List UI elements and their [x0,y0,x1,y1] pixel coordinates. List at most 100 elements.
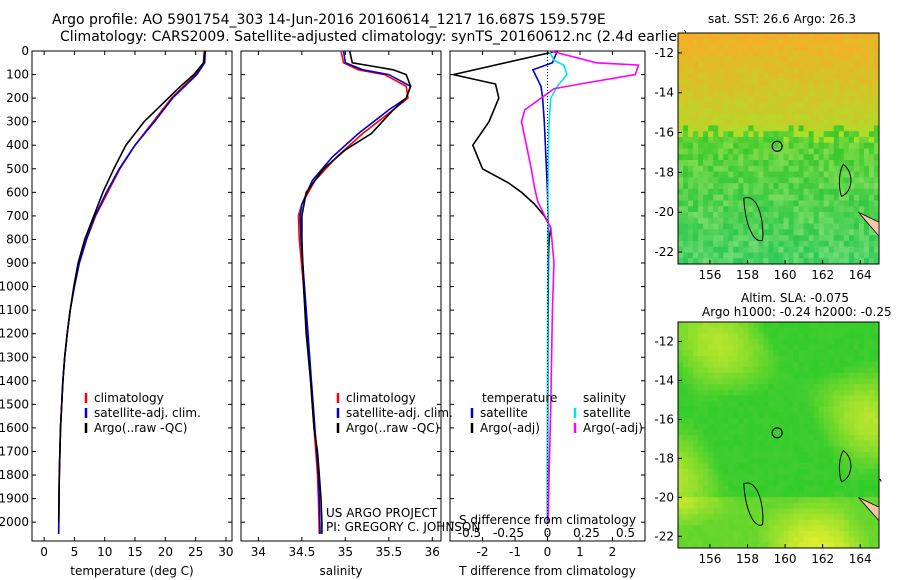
map-cell [768,519,774,526]
map-cell [748,38,754,46]
map-cell [833,531,840,538]
map-cell [843,536,850,543]
map-cell [828,514,835,521]
map-cell [843,67,850,74]
map-cell [708,474,714,481]
map-cell [773,418,780,425]
map-cell [828,463,835,470]
map-cell [763,125,769,132]
map-cell [738,378,744,385]
map-cell [848,90,855,98]
map-cell [788,119,795,126]
map-cell [768,542,774,549]
map-cell [763,372,769,379]
map-cell [783,333,790,340]
map-cell [758,463,764,470]
map-cell [833,50,840,57]
map-cell [843,235,850,242]
map-cell [783,519,790,526]
map-cell [858,61,865,69]
map-cell [683,84,689,92]
map-cell [818,217,825,225]
map-cell [698,50,704,57]
map-cell [783,165,790,173]
map-cell [733,206,739,213]
map-cell [743,525,749,532]
map-cell [703,61,709,69]
map-cell [768,457,774,464]
map-cell [738,235,744,242]
map-cell [768,525,774,532]
map-cell [738,44,744,51]
map-cell [768,223,774,230]
map-cell [773,188,780,196]
map-cell [808,542,815,549]
map-cell [718,160,724,167]
map-cell [713,188,719,196]
map-cell [683,33,689,40]
map-cell [758,183,764,190]
map-cell [868,338,875,346]
sla-map-subtitle: Argo h1000: -0.24 h2000: -0.25 [702,305,892,319]
map-cell [768,206,774,213]
map-cell [743,536,749,543]
map-cell [793,50,800,57]
map-cell [758,406,764,413]
map-cell [828,519,835,526]
map-cell [788,525,795,532]
map-cell [738,38,744,46]
map-cell [808,73,815,80]
map-cell [783,188,790,196]
map-cell [698,446,704,453]
map-cell [778,406,785,413]
map-cell [743,542,749,549]
map-cell [783,372,790,379]
map-cell [823,418,830,425]
map-cell [713,217,719,225]
map-cell [753,73,759,80]
map-cell [713,322,719,329]
map-cell [853,73,860,80]
map-cell [848,372,855,379]
map-cell [748,463,754,470]
map-cell [773,160,780,167]
map-cell [808,119,815,126]
map-cell [823,451,830,459]
map-cell [798,468,805,476]
map-cell [813,350,820,357]
map-cell [783,142,790,150]
map-cell [753,177,759,184]
map-cell [813,160,820,167]
map-cell [793,480,800,487]
map-cell [683,395,689,402]
map-cell [818,183,825,190]
map-cell [698,125,704,132]
map-cell [713,73,719,80]
map-cell [753,183,759,190]
map-cell [848,125,855,132]
map-cell [728,468,734,476]
map-cell [703,542,709,549]
map-cell [808,401,815,408]
map-cell [743,401,749,408]
map-cell [713,252,719,259]
map-cell [748,113,754,121]
map-cell [873,519,880,526]
map-cell [793,73,800,80]
map-cell [838,497,845,504]
map-cell [683,177,689,184]
map-cell [723,252,729,259]
map-cell [798,457,805,464]
map-cell [773,108,780,115]
map-cell [733,188,739,196]
map-cell [838,446,845,453]
map-cell [843,177,850,184]
map-cell [743,73,749,80]
map-cell [823,90,830,98]
map-cell [778,90,785,98]
map-cell [713,171,719,178]
map-cell [833,131,840,138]
map-cell [718,406,724,413]
x-tick-label: 34.5 [289,545,316,559]
map-cell [833,536,840,543]
